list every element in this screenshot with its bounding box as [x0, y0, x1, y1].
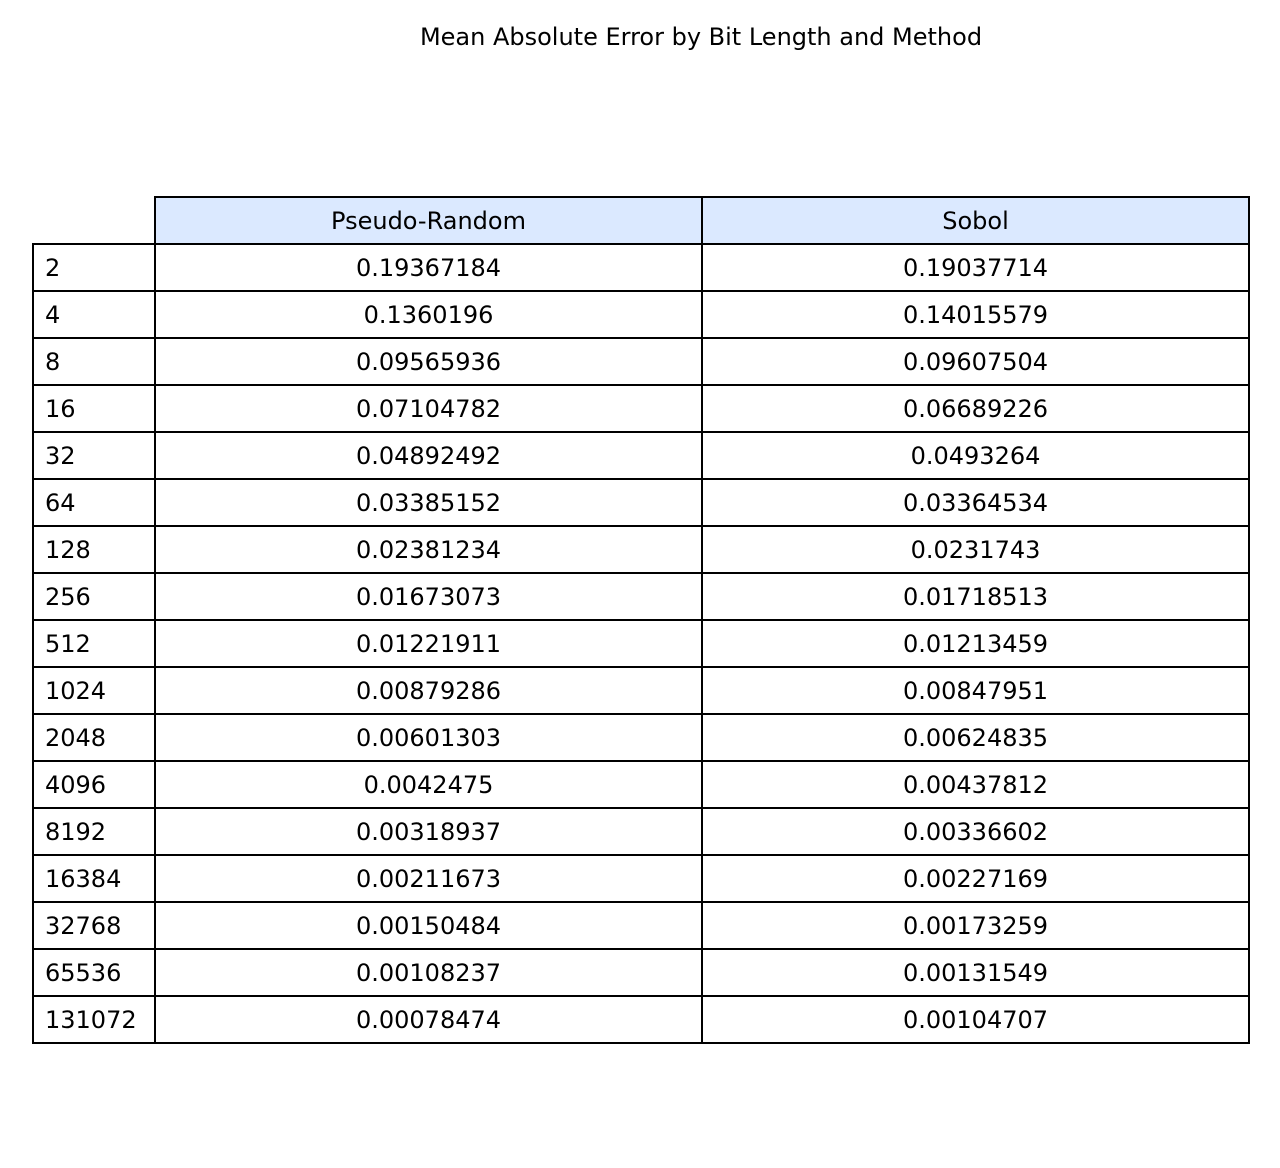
table-row: 8 0.09565936 0.09607504 [32, 337, 1250, 386]
cell-pseudo-random: 0.0042475 [154, 760, 703, 809]
cell-pseudo-random: 0.00318937 [154, 807, 703, 856]
table-row: 1024 0.00879286 0.00847951 [32, 666, 1250, 715]
table-row: 32 0.04892492 0.0493264 [32, 431, 1250, 480]
cell-sobol: 0.00847951 [701, 666, 1250, 715]
row-label: 512 [32, 619, 156, 668]
cell-sobol: 0.00104707 [701, 995, 1250, 1044]
cell-sobol: 0.0231743 [701, 525, 1250, 574]
row-label: 64 [32, 478, 156, 527]
cell-pseudo-random: 0.01221911 [154, 619, 703, 668]
cell-pseudo-random: 0.00078474 [154, 995, 703, 1044]
table-row: 512 0.01221911 0.01213459 [32, 619, 1250, 668]
cell-pseudo-random: 0.00601303 [154, 713, 703, 762]
cell-sobol: 0.01213459 [701, 619, 1250, 668]
cell-pseudo-random: 0.00108237 [154, 948, 703, 997]
cell-sobol: 0.00624835 [701, 713, 1250, 762]
table-row: 32768 0.00150484 0.00173259 [32, 901, 1250, 950]
corner-cell [33, 197, 155, 244]
table-row: 16384 0.00211673 0.00227169 [32, 854, 1250, 903]
cell-pseudo-random: 0.04892492 [154, 431, 703, 480]
column-header-pseudo-random: Pseudo-Random [154, 196, 703, 245]
table-row: 8192 0.00318937 0.00336602 [32, 807, 1250, 856]
row-label: 4 [32, 290, 156, 339]
table-row: 128 0.02381234 0.0231743 [32, 525, 1250, 574]
cell-sobol: 0.0493264 [701, 431, 1250, 480]
cell-pseudo-random: 0.01673073 [154, 572, 703, 621]
row-label: 16 [32, 384, 156, 433]
table-row: 16 0.07104782 0.06689226 [32, 384, 1250, 433]
row-label: 2048 [32, 713, 156, 762]
row-label: 65536 [32, 948, 156, 997]
cell-pseudo-random: 0.00150484 [154, 901, 703, 950]
row-label: 256 [32, 572, 156, 621]
table-row: 2 0.19367184 0.19037714 [32, 243, 1250, 292]
cell-sobol: 0.03364534 [701, 478, 1250, 527]
cell-pseudo-random: 0.07104782 [154, 384, 703, 433]
header-row: Pseudo-Random Sobol [33, 196, 1250, 245]
cell-sobol: 0.00131549 [701, 948, 1250, 997]
row-label: 8 [32, 337, 156, 386]
cell-pseudo-random: 0.00879286 [154, 666, 703, 715]
cell-sobol: 0.00173259 [701, 901, 1250, 950]
cell-sobol: 0.00336602 [701, 807, 1250, 856]
row-label: 131072 [32, 995, 156, 1044]
table-row: 4 0.1360196 0.14015579 [32, 290, 1250, 339]
cell-pseudo-random: 0.03385152 [154, 478, 703, 527]
table-row: 65536 0.00108237 0.00131549 [32, 948, 1250, 997]
row-label: 4096 [32, 760, 156, 809]
cell-pseudo-random: 0.09565936 [154, 337, 703, 386]
cell-sobol: 0.09607504 [701, 337, 1250, 386]
table-row: 4096 0.0042475 0.00437812 [32, 760, 1250, 809]
table-body: 2 0.19367184 0.19037714 4 0.1360196 0.1401557… [32, 243, 1250, 1044]
table-row: 64 0.03385152 0.03364534 [32, 478, 1250, 527]
row-label: 2 [32, 243, 156, 292]
cell-pseudo-random: 0.02381234 [154, 525, 703, 574]
table-row: 256 0.01673073 0.01718513 [32, 572, 1250, 621]
cell-sobol: 0.14015579 [701, 290, 1250, 339]
cell-pseudo-random: 0.19367184 [154, 243, 703, 292]
cell-sobol: 0.19037714 [701, 243, 1250, 292]
row-label: 128 [32, 525, 156, 574]
data-table: Pseudo-Random Sobol 2 0.19367184 0.1903771… [32, 196, 1250, 1044]
cell-sobol: 0.00227169 [701, 854, 1250, 903]
table-row: 131072 0.00078474 0.00104707 [32, 995, 1250, 1044]
column-header-sobol: Sobol [701, 196, 1250, 245]
cell-sobol: 0.01718513 [701, 572, 1250, 621]
row-label: 8192 [32, 807, 156, 856]
cell-sobol: 0.00437812 [701, 760, 1250, 809]
cell-sobol: 0.06689226 [701, 384, 1250, 433]
table-row: 2048 0.00601303 0.00624835 [32, 713, 1250, 762]
row-label: 1024 [32, 666, 156, 715]
row-label: 32 [32, 431, 156, 480]
row-label: 32768 [32, 901, 156, 950]
row-label: 16384 [32, 854, 156, 903]
cell-pseudo-random: 0.1360196 [154, 290, 703, 339]
cell-pseudo-random: 0.00211673 [154, 854, 703, 903]
chart-title: Mean Absolute Error by Bit Length and Me… [419, 23, 983, 51]
